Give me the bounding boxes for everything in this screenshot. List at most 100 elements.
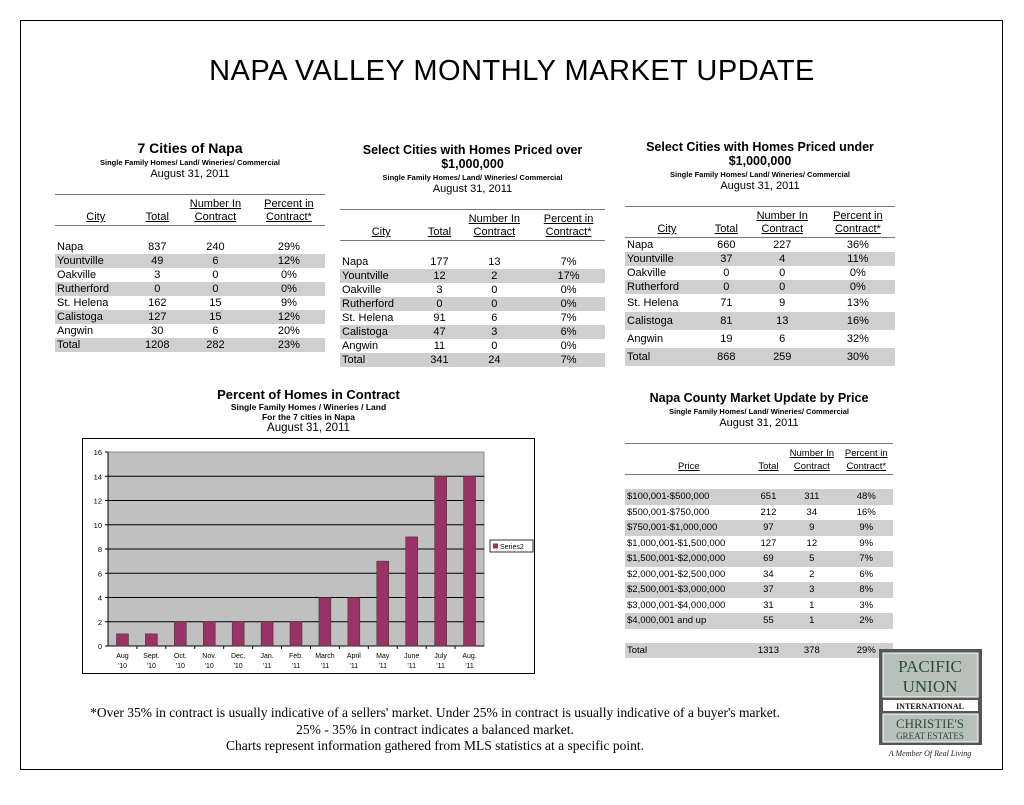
table-cell: St. Helena [57,297,109,309]
table-row: Rutherford 0 0 0% [340,297,605,311]
table-cell: 1313 [752,642,785,658]
table-date: August 31, 2011 [720,180,800,192]
column-header-number-in-contract: Number In Contract [178,194,253,226]
table-row: Calistoga 127 15 12% [55,310,325,324]
table-cell: $1,500,001-$2,000,000 [625,551,753,567]
table-cell: 17% [532,269,605,283]
table-cell: 37 [708,252,744,266]
column-header-city: City [625,206,709,238]
column-header-price: Price [625,443,753,475]
table-row: $1,000,001-$1,500,000 127 12 9% [625,536,893,552]
table-title: 7 Cities of Napa [137,140,243,156]
table-row: Oakville 3 0 0% [340,283,605,297]
table-cell: Calistoga [55,310,137,324]
y-tick-label: 0 [98,642,102,651]
table-cell: 660 [717,239,736,251]
table-by-price: Napa County Market Update by Price Single… [625,391,893,658]
table-cell: 11% [820,252,895,266]
x-tick-label: '11 [407,663,416,670]
chart-subtitle-2: For the 7 cities in Napa [261,412,356,422]
x-tick-label: '10 [118,663,127,670]
table-cell: 31 [763,599,774,611]
table-cell: $4,000,001 and up [625,613,753,629]
column-header-percent-in-contract: Percent in Contract* [252,194,325,226]
table-cell: 127 [760,537,777,549]
table-cell: Rutherford [625,280,709,294]
table-cell: 0 [136,282,179,296]
column-header-number-in-contract: Number In Contract [456,209,533,241]
bar [231,621,245,647]
x-tick-label: Aug. [462,653,476,660]
table-cell: 49 [136,254,179,268]
table-cell: 23% [252,338,325,352]
table-cell: 11 [433,340,446,352]
table-cell: 0 [491,284,498,296]
legend-swatch [493,543,498,549]
y-tick-label: 12 [94,497,102,506]
table-cell: St. Helena [342,312,394,324]
footnote-line: Charts represent information gathered fr… [225,738,644,753]
column-header-city: City [340,209,423,241]
table-cell: $3,000,001-$4,000,000 [627,599,726,611]
header-row: City Total Number In Contract Percent in Cont… [55,194,325,226]
table-row: Napa 660 227 36% [625,238,895,253]
table-cell: Napa [342,256,369,268]
table-row: $2,500,001-$3,000,000 37 3 8% [625,582,893,598]
table-cell: 212 [760,506,777,518]
table-row: Oakville 0 0 0% [625,266,895,280]
table-row: Napa 837 240 29% [55,240,325,254]
table-cell: 1 [809,599,815,611]
table-cell: 6% [532,325,605,339]
table-cell: 20% [277,325,300,337]
table-cell: Calistoga [625,312,709,330]
header-text: Contract* [545,226,592,238]
table-cell: 3 [154,269,161,281]
bar-chart: 0 2 4 6 8 10 12 14 16 Aug '10 Sept. '10 Oct. '10 Nov. '1… [94,448,534,670]
bar [174,621,187,647]
city-table: City Total Number In Contract Percent in Cont… [55,194,325,352]
table-row: $3,000,001-$4,000,000 31 1 3% [625,598,893,614]
x-tick-label: Jan. [260,653,273,660]
column-header-percent-in-contract: Percent in Contract* [839,443,893,475]
table-cell: Yountville [340,269,423,283]
table-row: Angwin 30 6 20% [55,324,325,338]
x-tick-label: '11 [321,663,330,670]
table-cell: 0 [212,269,219,281]
table-cell: Angwin [342,340,379,352]
table-cell: 9% [280,297,297,309]
table-title: Select Cities with Homes Priced under $1… [646,140,874,168]
table-cell: Napa [627,239,654,251]
table-cell: 13 [743,312,821,330]
table-row: $1,500,001-$2,000,000 69 5 7% [625,551,893,567]
table-title: Select Cities with Homes Priced over $1,… [362,143,583,171]
table-cell: Rutherford [55,282,137,296]
table-cell: 12 [422,269,457,283]
table-cell: 837 [148,241,167,253]
table-date: August 31, 2011 [432,183,513,195]
table-cell: 29% [277,241,300,253]
table-cell: 7% [560,312,577,324]
table-cell: 0 [723,267,730,279]
svg-text:INTERNATIONAL: INTERNATIONAL [896,702,964,711]
footnote-line: *Over 35% in contract is usually indicat… [90,705,780,720]
x-tick-label: June [404,653,419,660]
table-cell: 97 [752,520,785,536]
header-row: Price Total Number In Contract Percent in Con… [625,443,893,475]
x-tick-label: May [376,653,390,660]
table-cell: Oakville [57,269,97,281]
header-text: Contract [473,226,516,238]
bar [318,597,332,647]
table-cell: 259 [743,348,821,366]
table-cell: 8% [839,582,893,598]
spacer-row [625,629,893,643]
column-header-total: Total [136,194,179,226]
y-tick-label: 14 [94,472,102,481]
table-date: August 31, 2011 [150,168,230,180]
table-cell: 4 [743,252,821,266]
column-header-number-in-contract: Number In Contract [743,206,821,238]
bar [145,633,158,647]
table-row: $500,001-$750,000 212 34 16% [625,505,893,521]
x-tick-label: Dec. [231,653,245,660]
x-tick-label: '11 [378,663,387,670]
table-cell: 0% [820,280,895,294]
